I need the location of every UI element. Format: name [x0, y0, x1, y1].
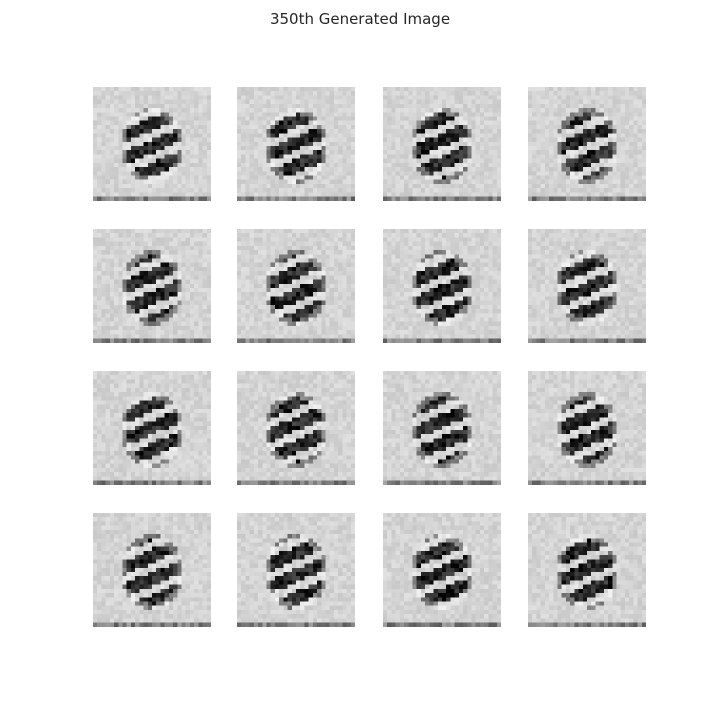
- generated-sample-2: [237, 87, 355, 205]
- generated-sample-16: [528, 513, 646, 631]
- generated-sample-10: [237, 371, 355, 489]
- generated-sample-7: [383, 229, 501, 347]
- generated-sample-3: [383, 87, 501, 205]
- generated-sample-5: [93, 229, 211, 347]
- generated-sample-12: [528, 371, 646, 489]
- generated-sample-13: [93, 513, 211, 631]
- generated-sample-14: [237, 513, 355, 631]
- generated-sample-4: [528, 87, 646, 205]
- generated-sample-9: [93, 371, 211, 489]
- generated-sample-11: [383, 371, 501, 489]
- figure-title: 350th Generated Image: [269, 10, 451, 28]
- generated-sample-15: [383, 513, 501, 631]
- generated-sample-1: [93, 87, 211, 205]
- generated-sample-8: [528, 229, 646, 347]
- generated-sample-6: [237, 229, 355, 347]
